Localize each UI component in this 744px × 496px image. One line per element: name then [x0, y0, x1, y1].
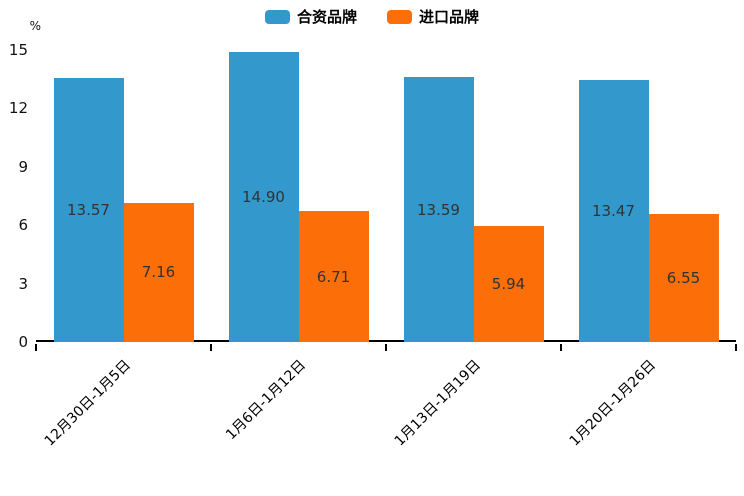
x-axis-category-label: 12月30日-1月5日 — [41, 357, 134, 450]
bar-进口品牌-3: 6.55 — [648, 214, 719, 342]
bar-value-label: 13.57 — [67, 200, 110, 219]
legend-label: 进口品牌 — [419, 8, 480, 26]
x-axis-tick — [735, 344, 737, 351]
x-axis-tick — [560, 344, 562, 351]
legend-item-series-1[interactable]: 进口品牌 — [387, 8, 479, 26]
bar-合资品牌-1: 14.90 — [228, 51, 299, 342]
y-axis-tick-label: 15 — [8, 41, 28, 59]
bar-合资品牌-3: 13.47 — [578, 79, 649, 342]
bar-value-label: 13.47 — [592, 201, 635, 220]
bar-value-label: 7.16 — [141, 263, 176, 282]
bar-进口品牌-2: 5.94 — [473, 226, 544, 342]
bar-value-label: 6.71 — [316, 267, 351, 286]
y-axis-tick-label: 9 — [18, 157, 28, 176]
legend-item-series-0[interactable]: 合资品牌 — [264, 8, 357, 26]
bar-value-label: 13.59 — [417, 200, 460, 219]
bar-value-label: 6.55 — [666, 269, 701, 288]
x-axis-tick — [385, 344, 387, 351]
x-axis-category-label: 1月13日-1月19日 — [391, 357, 484, 450]
x-axis-tick — [210, 344, 212, 351]
bar-合资品牌-2: 13.59 — [403, 77, 474, 342]
x-axis-category-label: 1月6日-1月12日 — [222, 357, 309, 444]
plot-area: 13.57 7.16 14.90 6.71 13.59 5.94 13.47 6.55 — [36, 50, 736, 342]
legend-swatch-icon — [264, 10, 290, 24]
bar-value-label: 14.90 — [242, 187, 285, 206]
legend-label: 合资品牌 — [296, 8, 357, 26]
bar-value-label: 5.94 — [491, 275, 526, 294]
x-axis-tick — [35, 344, 37, 351]
y-axis-tick-label: 6 — [18, 216, 28, 235]
chart-legend: 合资品牌 进口品牌 — [0, 8, 744, 26]
y-axis-tick-label: 0 — [18, 333, 28, 351]
x-axis-category-label: 1月20日-1月26日 — [566, 357, 659, 450]
y-axis-tick-label: 3 — [18, 274, 28, 293]
bar-进口品牌-0: 7.16 — [123, 202, 194, 342]
y-axis-tick-label: 12 — [8, 99, 28, 118]
y-axis-unit-label: % — [29, 19, 41, 33]
bar-进口品牌-1: 6.71 — [298, 211, 369, 342]
legend-swatch-icon — [387, 10, 412, 24]
bar-合资品牌-0: 13.57 — [53, 77, 124, 342]
